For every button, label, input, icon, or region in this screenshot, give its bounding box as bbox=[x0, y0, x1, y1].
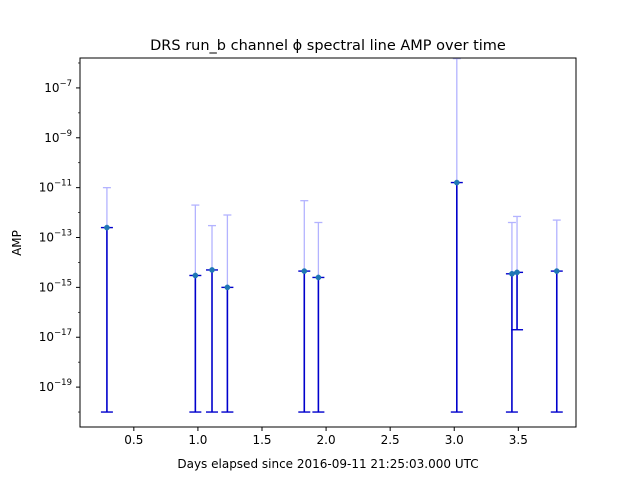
data-point-9 bbox=[553, 268, 560, 274]
data-point-4 bbox=[301, 268, 308, 274]
x-tick-label-0: 0.5 bbox=[124, 433, 143, 447]
data-point-2 bbox=[209, 267, 215, 273]
data-point-3 bbox=[224, 284, 231, 291]
x-tick-label-4: 2.5 bbox=[381, 433, 400, 447]
y-tick-label--13: 10−13 bbox=[39, 229, 72, 245]
error-bars bbox=[100, 57, 563, 413]
y-axis-label: AMP bbox=[10, 230, 24, 256]
data-point-6 bbox=[453, 179, 460, 186]
x-tick-label-3: 2.0 bbox=[317, 433, 336, 447]
x-tick-label-5: 3.0 bbox=[445, 433, 464, 447]
x-tick-label-2: 1.5 bbox=[252, 433, 271, 447]
y-tick-label--11: 10−11 bbox=[39, 179, 72, 195]
x-axis-label: Days elapsed since 2016-09-11 21:25:03.0… bbox=[177, 457, 478, 471]
y-axis-ticks: 10−19 10−17 10−15 10−13 10−11 10−9 10−7 bbox=[39, 62, 80, 413]
y-tick-label--9: 10−9 bbox=[44, 129, 72, 145]
data-point-7 bbox=[509, 270, 515, 277]
plot-frame bbox=[79, 57, 577, 428]
y-tick-label--7: 10−7 bbox=[44, 79, 72, 95]
y-tick-label--15: 10−15 bbox=[39, 278, 72, 294]
y-tick-label--19: 10−19 bbox=[39, 378, 72, 394]
y-tick-label--17: 10−17 bbox=[39, 328, 72, 344]
data-point-5 bbox=[315, 274, 322, 281]
data-point-1 bbox=[192, 272, 199, 279]
x-tick-label-1: 1.0 bbox=[188, 433, 207, 447]
data-markers bbox=[104, 179, 560, 291]
data-point-8 bbox=[514, 269, 520, 276]
x-tick-label-6: 3.5 bbox=[509, 433, 528, 447]
chart-title: DRS run_b channel ϕ spectral line AMP ov… bbox=[150, 38, 506, 54]
data-point-0 bbox=[104, 224, 110, 231]
x-axis-ticks: 0.5 1.0 1.5 2.0 2.5 3.0 3.5 bbox=[124, 427, 528, 447]
